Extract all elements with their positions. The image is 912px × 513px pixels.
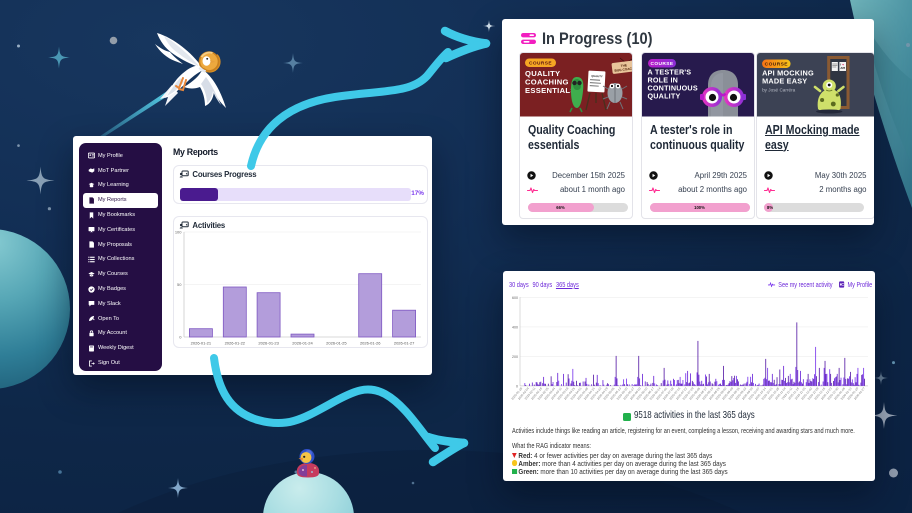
- svg-text:COURSE: COURSE: [764, 62, 788, 68]
- svg-text:ESSENTIALS: ESSENTIALS: [525, 86, 576, 95]
- svg-text:COACHING: COACHING: [525, 78, 569, 87]
- svg-text:2026-01-26: 2026-01-26: [360, 341, 381, 346]
- svg-text:0: 0: [516, 384, 518, 388]
- svg-text:2026-01-27: 2026-01-27: [394, 341, 415, 346]
- svg-text:600: 600: [512, 296, 518, 300]
- svg-text:by José Carréra: by José Carréra: [762, 88, 796, 93]
- svg-text:200: 200: [512, 355, 518, 359]
- svg-text:COURSE: COURSE: [651, 61, 674, 67]
- svg-text:ROLE IN: ROLE IN: [648, 76, 679, 85]
- svg-text:QUALITY: QUALITY: [591, 74, 603, 79]
- svg-text:2026-01-22: 2026-01-22: [225, 341, 246, 346]
- svg-text:♥: ♥: [842, 63, 844, 67]
- svg-text:2026-01-24: 2026-01-24: [292, 341, 313, 346]
- svg-text:A TESTER'S: A TESTER'S: [648, 68, 692, 77]
- svg-text:API MOCKING: API MOCKING: [762, 69, 814, 78]
- svg-text:MADE EASY: MADE EASY: [762, 77, 807, 86]
- svg-text:QUALITY: QUALITY: [648, 92, 681, 101]
- svg-text:2026-01-23: 2026-01-23: [258, 341, 279, 346]
- svg-text:QUALITY: QUALITY: [525, 69, 560, 78]
- svg-text:400: 400: [512, 325, 518, 329]
- svg-text:2026-01-25: 2026-01-25: [326, 341, 347, 346]
- svg-text:50: 50: [177, 282, 182, 287]
- svg-text:100: 100: [175, 230, 182, 235]
- svg-text:BUG COACH: BUG COACH: [614, 66, 632, 72]
- svg-text:0: 0: [179, 335, 182, 340]
- svg-text:2026-01-21: 2026-01-21: [191, 341, 212, 346]
- svg-text:CONTINUOUS: CONTINUOUS: [648, 84, 698, 93]
- svg-text:THE: THE: [620, 63, 627, 68]
- svg-text:COURSE: COURSE: [529, 61, 552, 67]
- svg-text:I: I: [840, 63, 841, 67]
- svg-text:API: API: [840, 66, 845, 70]
